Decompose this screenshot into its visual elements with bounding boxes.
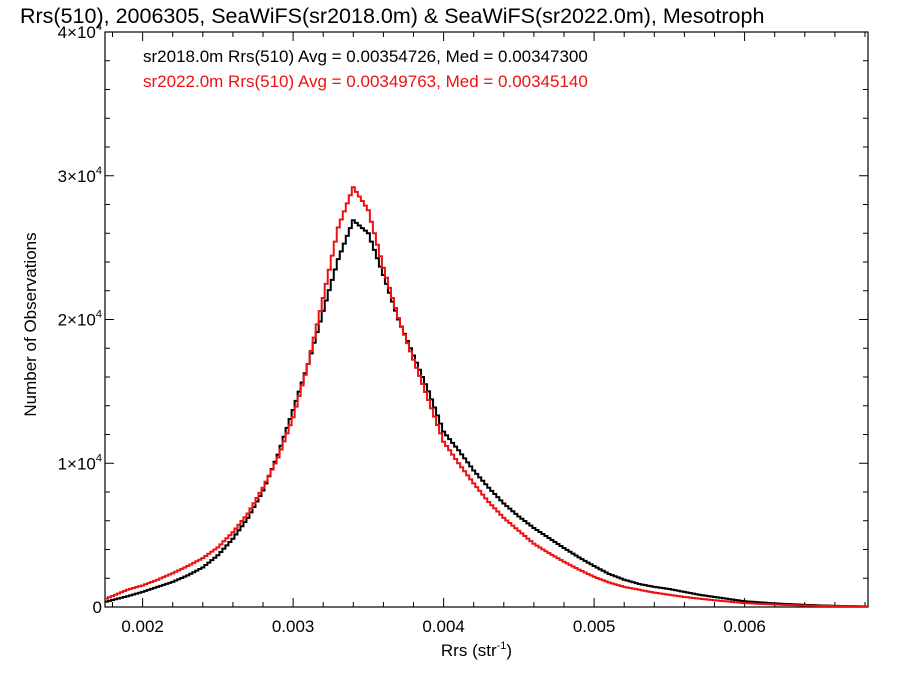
y-tick-label: 4×104 (58, 21, 102, 42)
x-tick-label: 0.003 (272, 617, 315, 636)
y-tick-label: 3×104 (58, 165, 102, 186)
x-tick-label: 0.004 (422, 617, 465, 636)
x-tick-label: 0.005 (573, 617, 616, 636)
chart-title: Rrs(510), 2006305, SeaWiFS(sr2018.0m) & … (20, 4, 765, 28)
plot-frame (104, 31, 869, 608)
series-line-sr2018.0m (105, 219, 868, 607)
x-tick-label: 0.006 (723, 617, 766, 636)
x-tick-label: 0.002 (121, 617, 164, 636)
y-axis-label: Number of Observations (21, 232, 40, 416)
y-tick-label: 0 (93, 598, 102, 617)
y-tick-label: 2×104 (58, 309, 102, 330)
series-line-sr2022.0m (105, 186, 868, 607)
y-tick-label: 1×104 (58, 452, 102, 473)
legend-entry-sr2022.0m: sr2022.0m Rrs(510) Avg = 0.00349763, Med… (143, 72, 588, 91)
legend-entry-sr2018.0m: sr2018.0m Rrs(510) Avg = 0.00354726, Med… (143, 47, 588, 66)
x-axis-label: Rrs (str-1) (441, 640, 512, 660)
